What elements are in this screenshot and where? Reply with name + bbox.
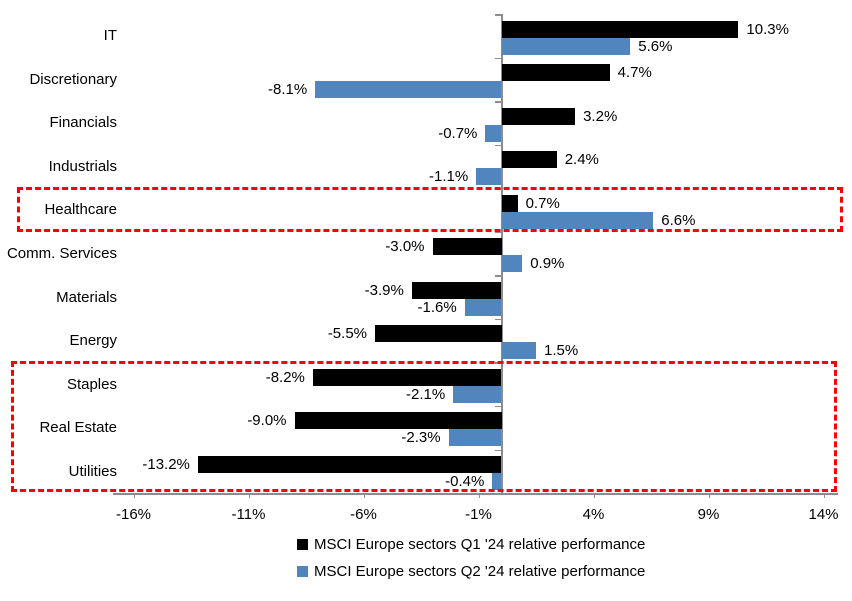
category-label-comm-services: Comm. Services xyxy=(6,245,117,263)
category-label-real-estate: Real Estate xyxy=(39,419,117,437)
x-tick-mark-4 xyxy=(593,493,595,498)
x-tick-label-0: -16% xyxy=(115,506,152,523)
category-label-energy: Energy xyxy=(69,332,117,350)
category-tick-mark-9 xyxy=(494,405,502,408)
bar-s1-1 xyxy=(501,64,610,82)
legend-label-q1: MSCI Europe sectors Q1 '24 relative perf… xyxy=(314,536,646,553)
value-label-s2-3: -1.1% xyxy=(429,168,469,186)
legend-label-q2: MSCI Europe sectors Q2 '24 relative perf… xyxy=(314,563,646,580)
bar-s1-9 xyxy=(294,412,502,430)
highlight-box-healthcare xyxy=(17,187,843,232)
bar-s2-10 xyxy=(492,473,502,490)
category-tick-mark-7 xyxy=(494,318,502,321)
category-label-utilities: Utilities xyxy=(68,462,117,480)
category-label-financials: Financials xyxy=(49,114,117,132)
bar-s2-5 xyxy=(501,255,523,273)
category-label-discretionary: Discretionary xyxy=(29,70,117,88)
legend-item-q2: MSCI Europe sectors Q2 '24 relative perf… xyxy=(297,563,645,580)
x-tick-label-3: -1% xyxy=(465,506,492,523)
category-label-staples: Staples xyxy=(66,375,117,393)
value-label-s2-1: -8.1% xyxy=(268,81,308,99)
x-tick-mark-0 xyxy=(133,493,135,498)
value-label-s1-1: 4.7% xyxy=(617,64,652,82)
bar-s2-7 xyxy=(501,342,536,360)
value-label-s1-6: -3.9% xyxy=(364,281,404,299)
bar-s1-2 xyxy=(501,107,576,125)
value-label-s2-2: -0.7% xyxy=(438,124,478,142)
value-label-s2-7: 1.5% xyxy=(544,342,579,360)
bar-s2-1 xyxy=(315,81,502,99)
legend: MSCI Europe sectors Q1 '24 relative perf… xyxy=(297,536,645,580)
x-tick-label-5: 9% xyxy=(697,506,720,523)
bar-s1-4 xyxy=(501,194,518,212)
bar-s2-9 xyxy=(448,429,502,447)
x-tick-mark-1 xyxy=(248,493,250,498)
x-tick-label-1: -11% xyxy=(231,506,266,523)
x-tick-mark-5 xyxy=(708,493,710,498)
value-label-s2-6: -1.6% xyxy=(417,298,457,316)
value-label-s2-8: -2.1% xyxy=(406,385,446,403)
x-tick-label-2: -6% xyxy=(350,506,377,523)
bar-s1-7 xyxy=(375,325,502,343)
category-label-industrials: Industrials xyxy=(48,157,117,175)
bar-s2-2 xyxy=(485,124,502,142)
value-label-s1-4: 0.7% xyxy=(525,194,560,212)
category-label-it: IT xyxy=(103,27,117,45)
value-label-s1-7: -5.5% xyxy=(327,325,367,343)
value-label-s1-3: 2.4% xyxy=(564,151,599,169)
value-label-s1-8: -8.2% xyxy=(265,368,305,386)
legend-item-q1: MSCI Europe sectors Q1 '24 relative perf… xyxy=(297,536,645,553)
value-label-s2-0: 5.6% xyxy=(638,37,673,55)
category-tick-mark-10 xyxy=(494,449,502,451)
value-label-s2-9: -2.3% xyxy=(401,429,441,447)
q1-series-swatch xyxy=(297,539,308,550)
x-tick-mark-2 xyxy=(363,493,365,498)
q2-series-swatch xyxy=(297,566,308,577)
bar-s1-3 xyxy=(501,151,557,169)
y-axis-line xyxy=(501,14,503,494)
category-tick-mark-11 xyxy=(494,493,502,495)
bar-s1-10 xyxy=(197,456,502,473)
value-label-s1-2: 3.2% xyxy=(583,107,618,125)
x-tick-mark-3 xyxy=(478,493,480,498)
category-tick-mark-0 xyxy=(494,14,502,16)
value-label-s1-10: -13.2% xyxy=(142,456,190,473)
x-axis-line xyxy=(113,493,838,495)
value-label-s1-0: 10.3% xyxy=(746,20,789,38)
value-label-s1-9: -9.0% xyxy=(247,412,287,430)
bar-s1-8 xyxy=(312,368,502,386)
bar-s1-6 xyxy=(411,281,502,299)
bar-s2-3 xyxy=(476,168,502,186)
value-label-s2-10: -0.4% xyxy=(445,473,485,490)
bar-s2-6 xyxy=(464,298,502,316)
bar-s1-5 xyxy=(432,238,502,256)
bar-s1-0 xyxy=(501,20,739,38)
bar-s2-0 xyxy=(501,37,631,55)
x-tick-label-6: 14% xyxy=(808,506,839,523)
bar-s2-8 xyxy=(453,385,502,403)
bar-s2-4 xyxy=(501,211,654,229)
x-tick-label-4: 4% xyxy=(582,506,605,523)
value-label-s2-5: 0.9% xyxy=(530,255,565,273)
category-tick-mark-3 xyxy=(494,144,502,147)
highlight-box-defensive-sectors xyxy=(11,361,837,492)
category-tick-mark-2 xyxy=(494,101,502,103)
category-tick-mark-1 xyxy=(494,57,502,60)
value-label-s2-4: 6.6% xyxy=(661,211,696,229)
category-label-materials: Materials xyxy=(56,288,117,306)
category-tick-mark-5 xyxy=(494,231,502,234)
category-tick-mark-6 xyxy=(494,275,502,277)
category-label-healthcare: Healthcare xyxy=(44,201,117,219)
value-label-s1-5: -3.0% xyxy=(385,238,425,256)
x-tick-mark-6 xyxy=(823,493,825,498)
